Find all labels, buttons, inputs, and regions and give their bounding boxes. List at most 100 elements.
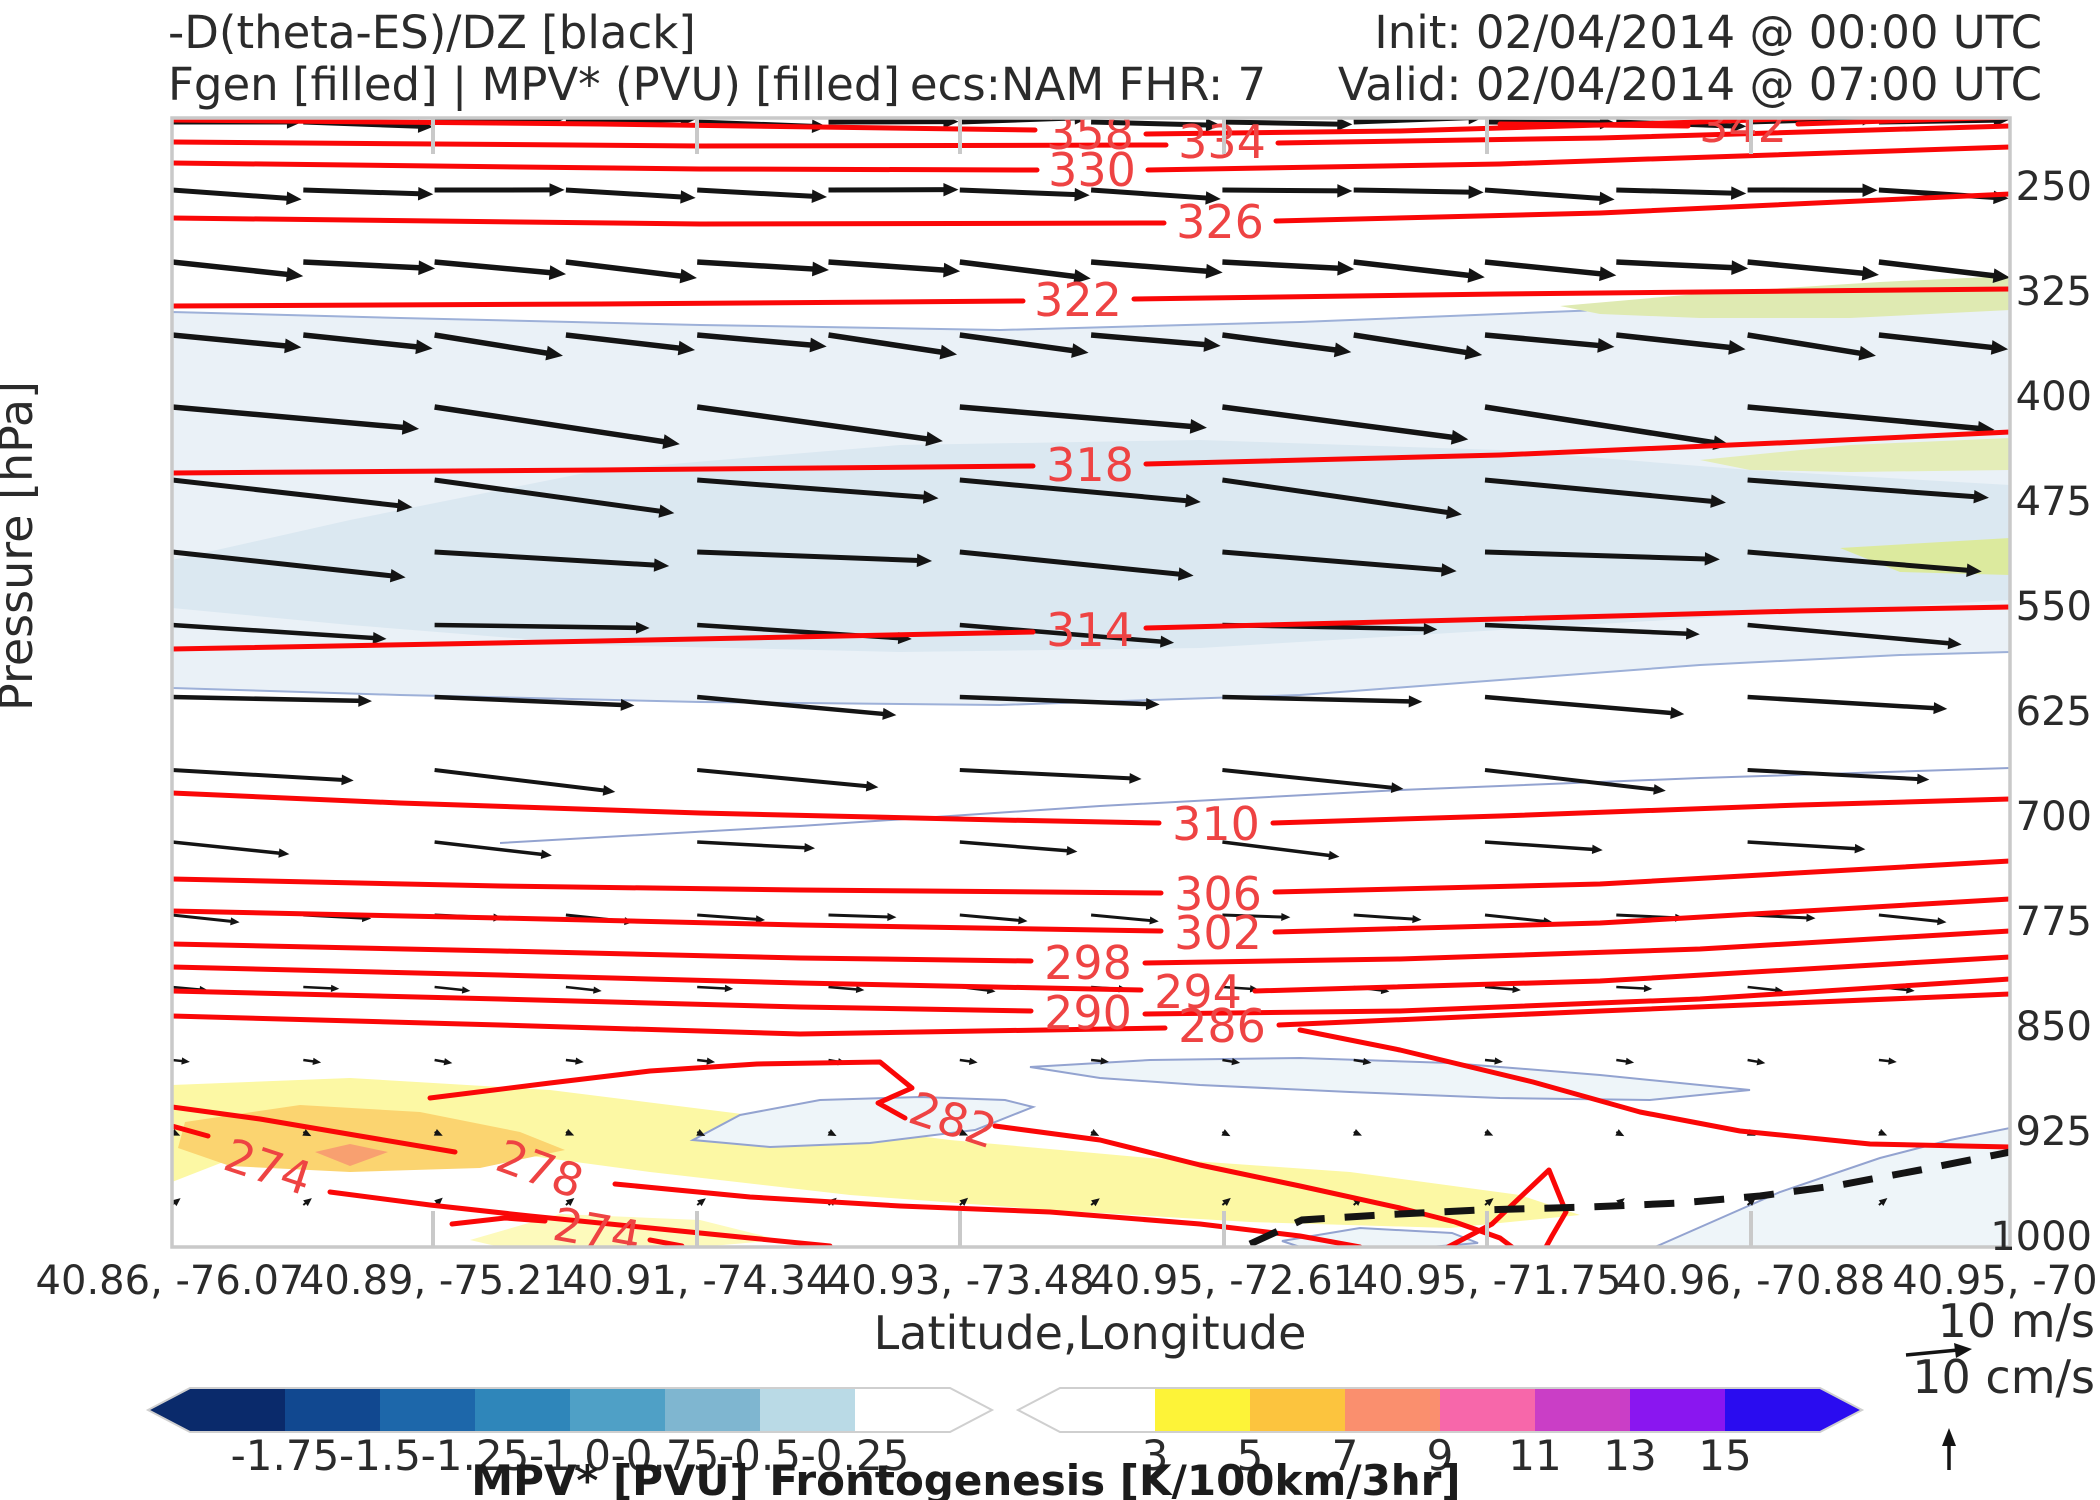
colorbar-outline <box>1015 1387 1865 1433</box>
contour-line-306 <box>172 876 1164 896</box>
vector-head <box>1710 494 1726 508</box>
vector-shaft <box>1090 332 1211 348</box>
vector-head <box>1685 627 1700 640</box>
vector-head <box>285 266 304 282</box>
y-tick-label: 625 <box>2015 689 2092 735</box>
vector-shaft <box>959 694 1151 707</box>
vector-head <box>1205 118 1222 132</box>
vector-shaft <box>697 477 929 500</box>
vector-head <box>396 498 413 513</box>
contour-line-310 <box>1270 796 2010 826</box>
colorbar-tick-label: -1.5 <box>339 1431 421 1480</box>
contour-line-318 <box>1143 429 2010 467</box>
contour-line-342 <box>1497 121 1691 129</box>
x-tick-label: 40.96, -70.88 <box>1616 1258 1886 1304</box>
vector-shaft <box>1222 119 1343 127</box>
vector-head <box>1599 266 1617 282</box>
vector-head <box>443 1058 453 1066</box>
vector-head <box>1337 260 1355 276</box>
colorbar-segment <box>475 1388 571 1432</box>
vector-head <box>916 553 933 568</box>
contour-label: 298 <box>1044 936 1132 990</box>
vector-shaft <box>172 187 292 202</box>
vector-head <box>330 984 340 993</box>
vector-head <box>1450 429 1469 445</box>
contour-line-290 <box>1142 976 2010 1017</box>
vector-head <box>959 1128 969 1136</box>
vector-head <box>1441 563 1457 577</box>
colorbar-tick-label: 3 <box>1142 1431 1169 1480</box>
contour-line-278 <box>172 1104 458 1155</box>
vector-head <box>358 694 372 707</box>
vector-head <box>1281 912 1291 922</box>
vector-shaft <box>828 332 947 356</box>
vector-head <box>679 268 697 284</box>
vector-head <box>1222 1197 1231 1206</box>
colorbar-title-mpv: MPV* [PVU] <box>471 1456 749 1500</box>
vector-head <box>1906 986 1915 994</box>
vector-head <box>922 490 939 504</box>
vector-shaft <box>697 187 818 199</box>
vector-head <box>312 1057 322 1065</box>
vector-head <box>855 985 865 994</box>
colorbar-segment <box>1250 1388 1346 1432</box>
contour-line-322 <box>1131 286 2010 302</box>
vector-head <box>811 261 829 277</box>
contour-label: 358 <box>1046 106 1134 160</box>
vector-head <box>1484 1128 1494 1136</box>
vector-shaft <box>172 549 397 579</box>
vector-head <box>548 265 567 280</box>
vector-head <box>1616 1198 1625 1207</box>
contour-label: 286 <box>1178 999 1266 1053</box>
vector-head <box>1231 1057 1241 1066</box>
vector-shaft <box>697 913 760 922</box>
mpv-patch-b-fill <box>1029 1056 1751 1102</box>
colorbar-segment <box>285 1388 381 1432</box>
vector-shaft <box>1222 549 1447 573</box>
vector-head <box>959 1197 969 1206</box>
vector-shaft <box>696 694 888 717</box>
contour-line-298 <box>172 941 1034 964</box>
vector-head <box>968 1057 978 1065</box>
vector-head <box>1203 337 1221 352</box>
vector-head <box>1854 843 1866 854</box>
contour-line-358 <box>172 118 1038 133</box>
vector-head <box>1177 567 1194 581</box>
vector-shaft <box>565 187 686 200</box>
contour-line-274 <box>327 1189 833 1247</box>
colorbar-segment <box>855 1388 951 1432</box>
vector-head <box>1205 263 1223 279</box>
vector-head <box>882 707 897 720</box>
vector-shaft <box>1484 187 1605 202</box>
vector-shaft <box>828 259 950 274</box>
vector-head <box>1221 1129 1231 1137</box>
vector-shaft <box>696 332 817 349</box>
wind-vectors <box>172 118 2010 1207</box>
vector-head <box>706 1057 716 1065</box>
vector-head <box>1597 338 1615 353</box>
vector-head <box>827 1129 837 1136</box>
fgen-orange-spot-fill <box>315 1144 388 1166</box>
vector-head <box>1728 340 1746 355</box>
vector-shaft <box>172 913 234 924</box>
colorbar-tick-label: -0.75 <box>611 1431 720 1480</box>
vector-head <box>286 191 302 205</box>
vector-shaft <box>1747 694 1939 711</box>
title-line-2: Fgen [filled] | MPV* (PVU) [filled] <box>168 58 900 111</box>
vector-head <box>1091 1198 1100 1207</box>
vector-head <box>662 434 680 449</box>
vector-head <box>302 1129 312 1137</box>
vector-head <box>1937 917 1947 926</box>
vector-shaft <box>172 840 283 856</box>
vector-shaft <box>959 549 1185 578</box>
vector-head <box>1160 635 1175 648</box>
vector-shaft <box>1616 187 1737 196</box>
colorbar-extend-left <box>148 1388 190 1432</box>
vector-head <box>1362 1057 1372 1066</box>
vector-head <box>865 780 879 792</box>
colorbar-tick-label: 15 <box>1698 1431 1751 1480</box>
contour-line-274 <box>647 1237 685 1247</box>
vector-shaft <box>697 840 809 850</box>
colorbar-segment <box>665 1388 761 1432</box>
